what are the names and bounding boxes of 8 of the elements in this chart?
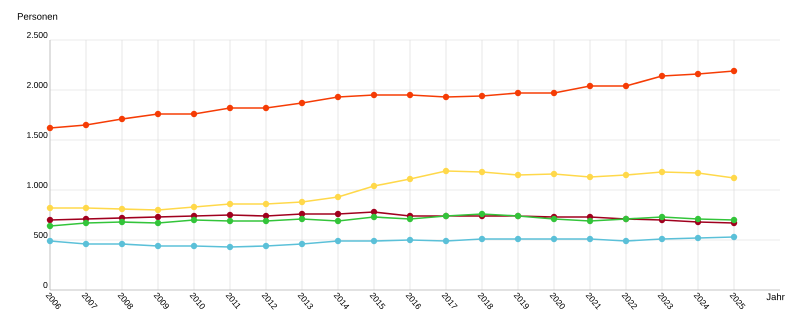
y-tick-label: 1.500: [27, 132, 48, 138]
y-tick-label: 2.500: [26, 32, 48, 38]
y-tick-label: 0: [43, 282, 48, 288]
x-axis-title: Jahr: [766, 293, 785, 300]
y-axis-title: Personen: [18, 13, 58, 20]
y-tick-label: 1.000: [27, 182, 48, 188]
y-tick-label: 500: [34, 232, 48, 238]
y-tick-label: 2.000: [26, 82, 48, 88]
